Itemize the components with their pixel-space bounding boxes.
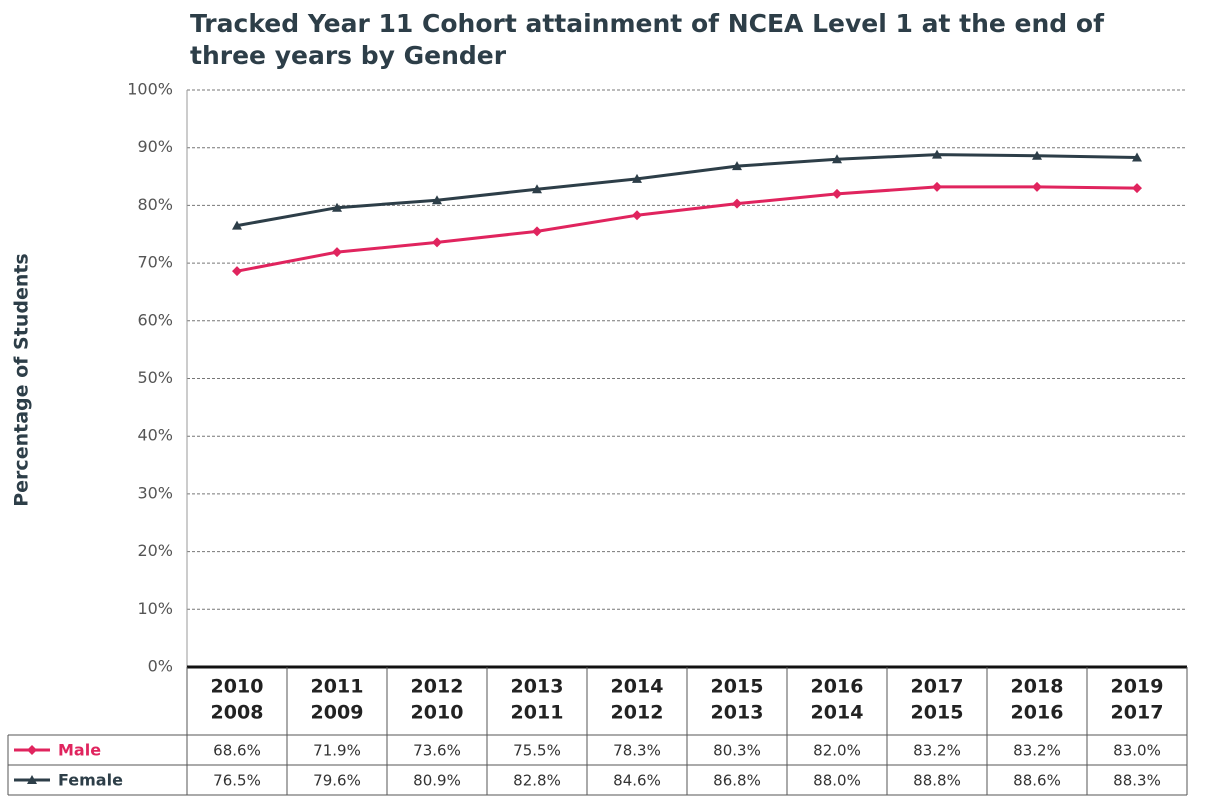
y-tick-label: 80% — [137, 195, 173, 214]
marker — [432, 237, 442, 248]
table-cell: 78.3% — [613, 742, 661, 760]
table-cell: 86.8% — [713, 772, 761, 790]
x-tick-label: 2011 — [311, 676, 364, 698]
marker — [632, 210, 642, 221]
line — [236, 185, 1138, 273]
marker — [232, 266, 242, 277]
table-cell: 83.0% — [1113, 742, 1161, 760]
y-tick-label: 30% — [137, 483, 173, 502]
y-tick-label: 60% — [137, 310, 173, 329]
table-cell: 79.6% — [313, 772, 361, 790]
table-cell: 71.9% — [313, 742, 361, 760]
marker — [832, 188, 842, 199]
marker — [532, 226, 542, 237]
y-tick-label: 50% — [137, 368, 173, 387]
table-cell: 83.2% — [913, 742, 961, 760]
table-cell: 88.3% — [1113, 772, 1161, 790]
marker — [1132, 183, 1142, 194]
y-tick-label: 10% — [137, 599, 173, 618]
x-tick-label: 2013 — [711, 702, 764, 724]
y-tick-label: 0% — [148, 657, 173, 676]
line — [236, 153, 1138, 228]
legend-label: Male — [58, 741, 101, 760]
table-cell: 84.6% — [613, 772, 661, 790]
marker — [832, 154, 842, 164]
marker — [432, 195, 442, 205]
y-axis-label: Percentage of Students — [11, 253, 33, 507]
x-tick-label: 2017 — [911, 676, 964, 698]
legend-marker — [27, 775, 37, 784]
x-tick-label: 2016 — [811, 676, 864, 698]
marker — [632, 173, 642, 183]
table-cell: 88.0% — [813, 772, 861, 790]
table-cell: 82.0% — [813, 742, 861, 760]
table-cell: 68.6% — [213, 742, 261, 760]
marker — [532, 184, 542, 194]
table-cell: 82.8% — [513, 772, 561, 790]
legend-marker — [27, 745, 37, 755]
marker — [332, 202, 342, 212]
x-tick-label: 2017 — [1111, 702, 1164, 724]
marker — [1132, 152, 1142, 162]
legend-label: Female — [58, 771, 123, 790]
table-cell: 75.5% — [513, 742, 561, 760]
table-cell: 76.5% — [213, 772, 261, 790]
table-cell: 83.2% — [1013, 742, 1061, 760]
x-tick-label: 2012 — [611, 702, 664, 724]
chart-title: Tracked Year 11 Cohort attainment of NCE… — [190, 9, 1104, 70]
marker — [732, 161, 742, 171]
y-tick-label: 70% — [137, 253, 173, 272]
x-tick-label: 2015 — [911, 702, 964, 724]
marker — [732, 198, 742, 209]
x-tick-label: 2010 — [411, 702, 464, 724]
x-tick-label: 2009 — [311, 702, 364, 724]
y-tick-label: 20% — [137, 541, 173, 560]
x-tick-label: 2014 — [811, 702, 864, 724]
table-cell: 88.6% — [1013, 772, 1061, 790]
marker — [332, 247, 342, 258]
y-tick-label: 40% — [137, 426, 173, 445]
y-tick-label: 100% — [127, 80, 173, 99]
table-cell: 73.6% — [413, 742, 461, 760]
table-cell: 80.9% — [413, 772, 461, 790]
table-cell: 88.8% — [913, 772, 961, 790]
y-tick-label: 90% — [137, 137, 173, 156]
x-tick-label: 2012 — [411, 676, 464, 698]
x-tick-label: 2016 — [1011, 702, 1064, 724]
marker — [932, 181, 942, 192]
marker — [232, 220, 242, 230]
x-tick-label: 2010 — [211, 676, 264, 698]
x-tick-label: 2011 — [511, 702, 564, 724]
x-tick-label: 2019 — [1111, 676, 1164, 698]
marker — [932, 149, 942, 159]
x-tick-label: 2013 — [511, 676, 564, 698]
x-tick-label: 2008 — [211, 702, 264, 724]
x-tick-label: 2018 — [1011, 676, 1064, 698]
marker — [1032, 181, 1042, 192]
x-tick-label: 2014 — [611, 676, 664, 698]
x-tick-label: 2015 — [711, 676, 764, 698]
marker — [1032, 150, 1042, 160]
table-cell: 80.3% — [713, 742, 761, 760]
